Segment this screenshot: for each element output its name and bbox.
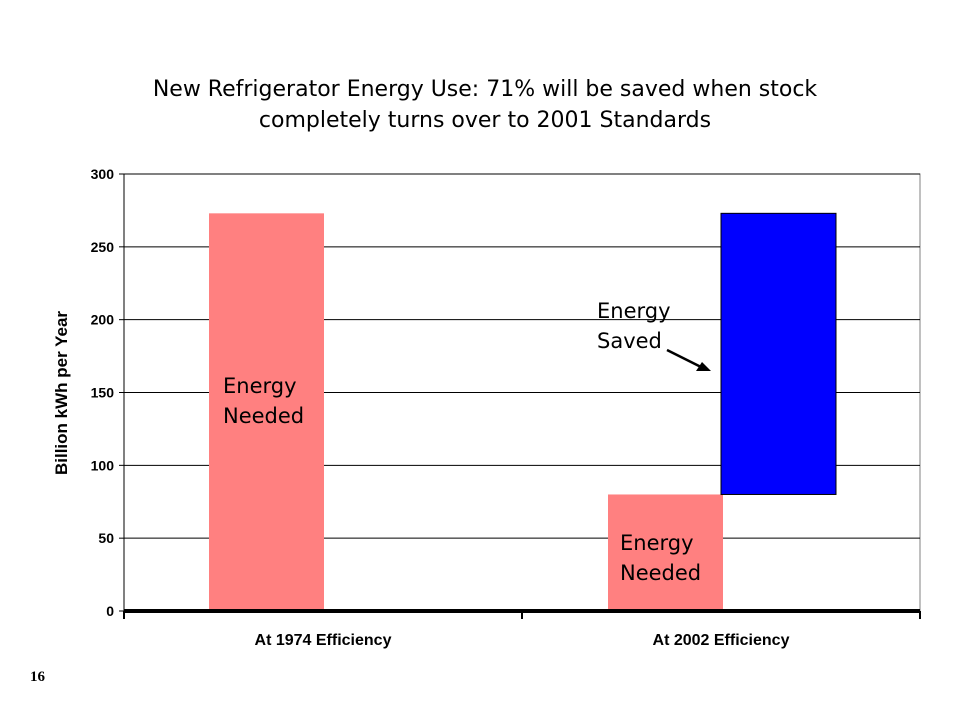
chart-title: New Refrigerator Energy Use: 71% will be… [80, 74, 890, 136]
annotation-arrow-head [696, 362, 711, 371]
annotation-energy-saved: Saved [597, 329, 662, 353]
annotation-energy-needed-1974: Needed [223, 404, 304, 428]
annotation-energy-needed-1974: Energy [223, 374, 297, 398]
y-tick-label: 200 [91, 312, 115, 328]
y-tick-label: 300 [91, 166, 115, 182]
annotation-energy-saved: Energy [597, 299, 671, 323]
y-tick-label: 50 [98, 530, 114, 546]
annotation-energy-needed-2002: Energy [620, 531, 694, 555]
page-number: 16 [30, 669, 45, 685]
bar-energy-saved [720, 212, 837, 495]
y-tick-label: 150 [91, 385, 115, 401]
y-tick-label: 250 [91, 239, 115, 255]
annotation-energy-needed-2002: Needed [620, 561, 701, 585]
bar-energy-needed [608, 494, 723, 611]
chart-title-line-1: New Refrigerator Energy Use: 71% will be… [152, 77, 818, 102]
x-category-label: At 2002 Efficiency [653, 632, 790, 649]
y-tick-label: 0 [106, 603, 114, 619]
y-tick-label: 100 [91, 457, 115, 473]
bar-energy-needed [209, 213, 324, 611]
x-category-label: At 1974 Efficiency [255, 632, 392, 649]
chart-title-line-2: completely turns over to 2001 Standards [258, 108, 712, 133]
annotation-arrow-line [666, 348, 704, 370]
y-axis-label: Billion kWh per Year [52, 311, 71, 475]
